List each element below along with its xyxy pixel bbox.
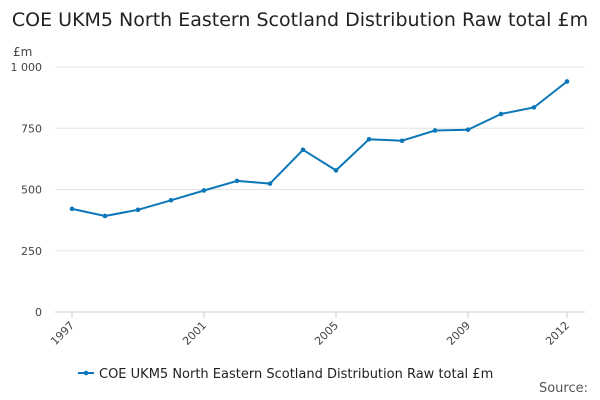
data-point [564,79,570,84]
x-tick-label: 2009 [444,319,473,348]
series-line [71,80,568,217]
legend-swatch-marker [83,370,89,376]
x-tick-label: 1997 [48,319,77,348]
data-point [399,138,405,144]
data-point [498,111,504,117]
source-label: Source: [538,381,588,396]
data-point [135,207,141,213]
x-tick-label: 2001 [180,319,209,348]
chart-title: COE UKM5 North Eastern Scotland Distribu… [11,9,589,31]
y-tick-label: 0 [35,306,42,319]
y-axis-unit-label: £m [13,45,32,59]
data-point [300,147,306,153]
data-point [234,178,240,184]
data-point [267,181,273,186]
legend-label: COE UKM5 North Eastern Scotland Distribu… [99,367,493,382]
data-point [201,188,207,193]
x-tick-label: 2005 [312,319,341,348]
data-point [168,197,174,203]
data-point [432,128,438,133]
y-tick-label: 1 000 [11,61,43,74]
data-point [465,127,471,133]
data-point [69,206,75,212]
data-point [366,136,372,142]
data-point [531,105,537,110]
y-tick-label: 500 [21,184,42,197]
data-point [102,213,108,219]
y-tick-label: 750 [21,122,42,135]
y-tick-label: 250 [21,245,42,258]
data-point [333,168,339,173]
x-tick-label: 2012 [543,319,572,348]
